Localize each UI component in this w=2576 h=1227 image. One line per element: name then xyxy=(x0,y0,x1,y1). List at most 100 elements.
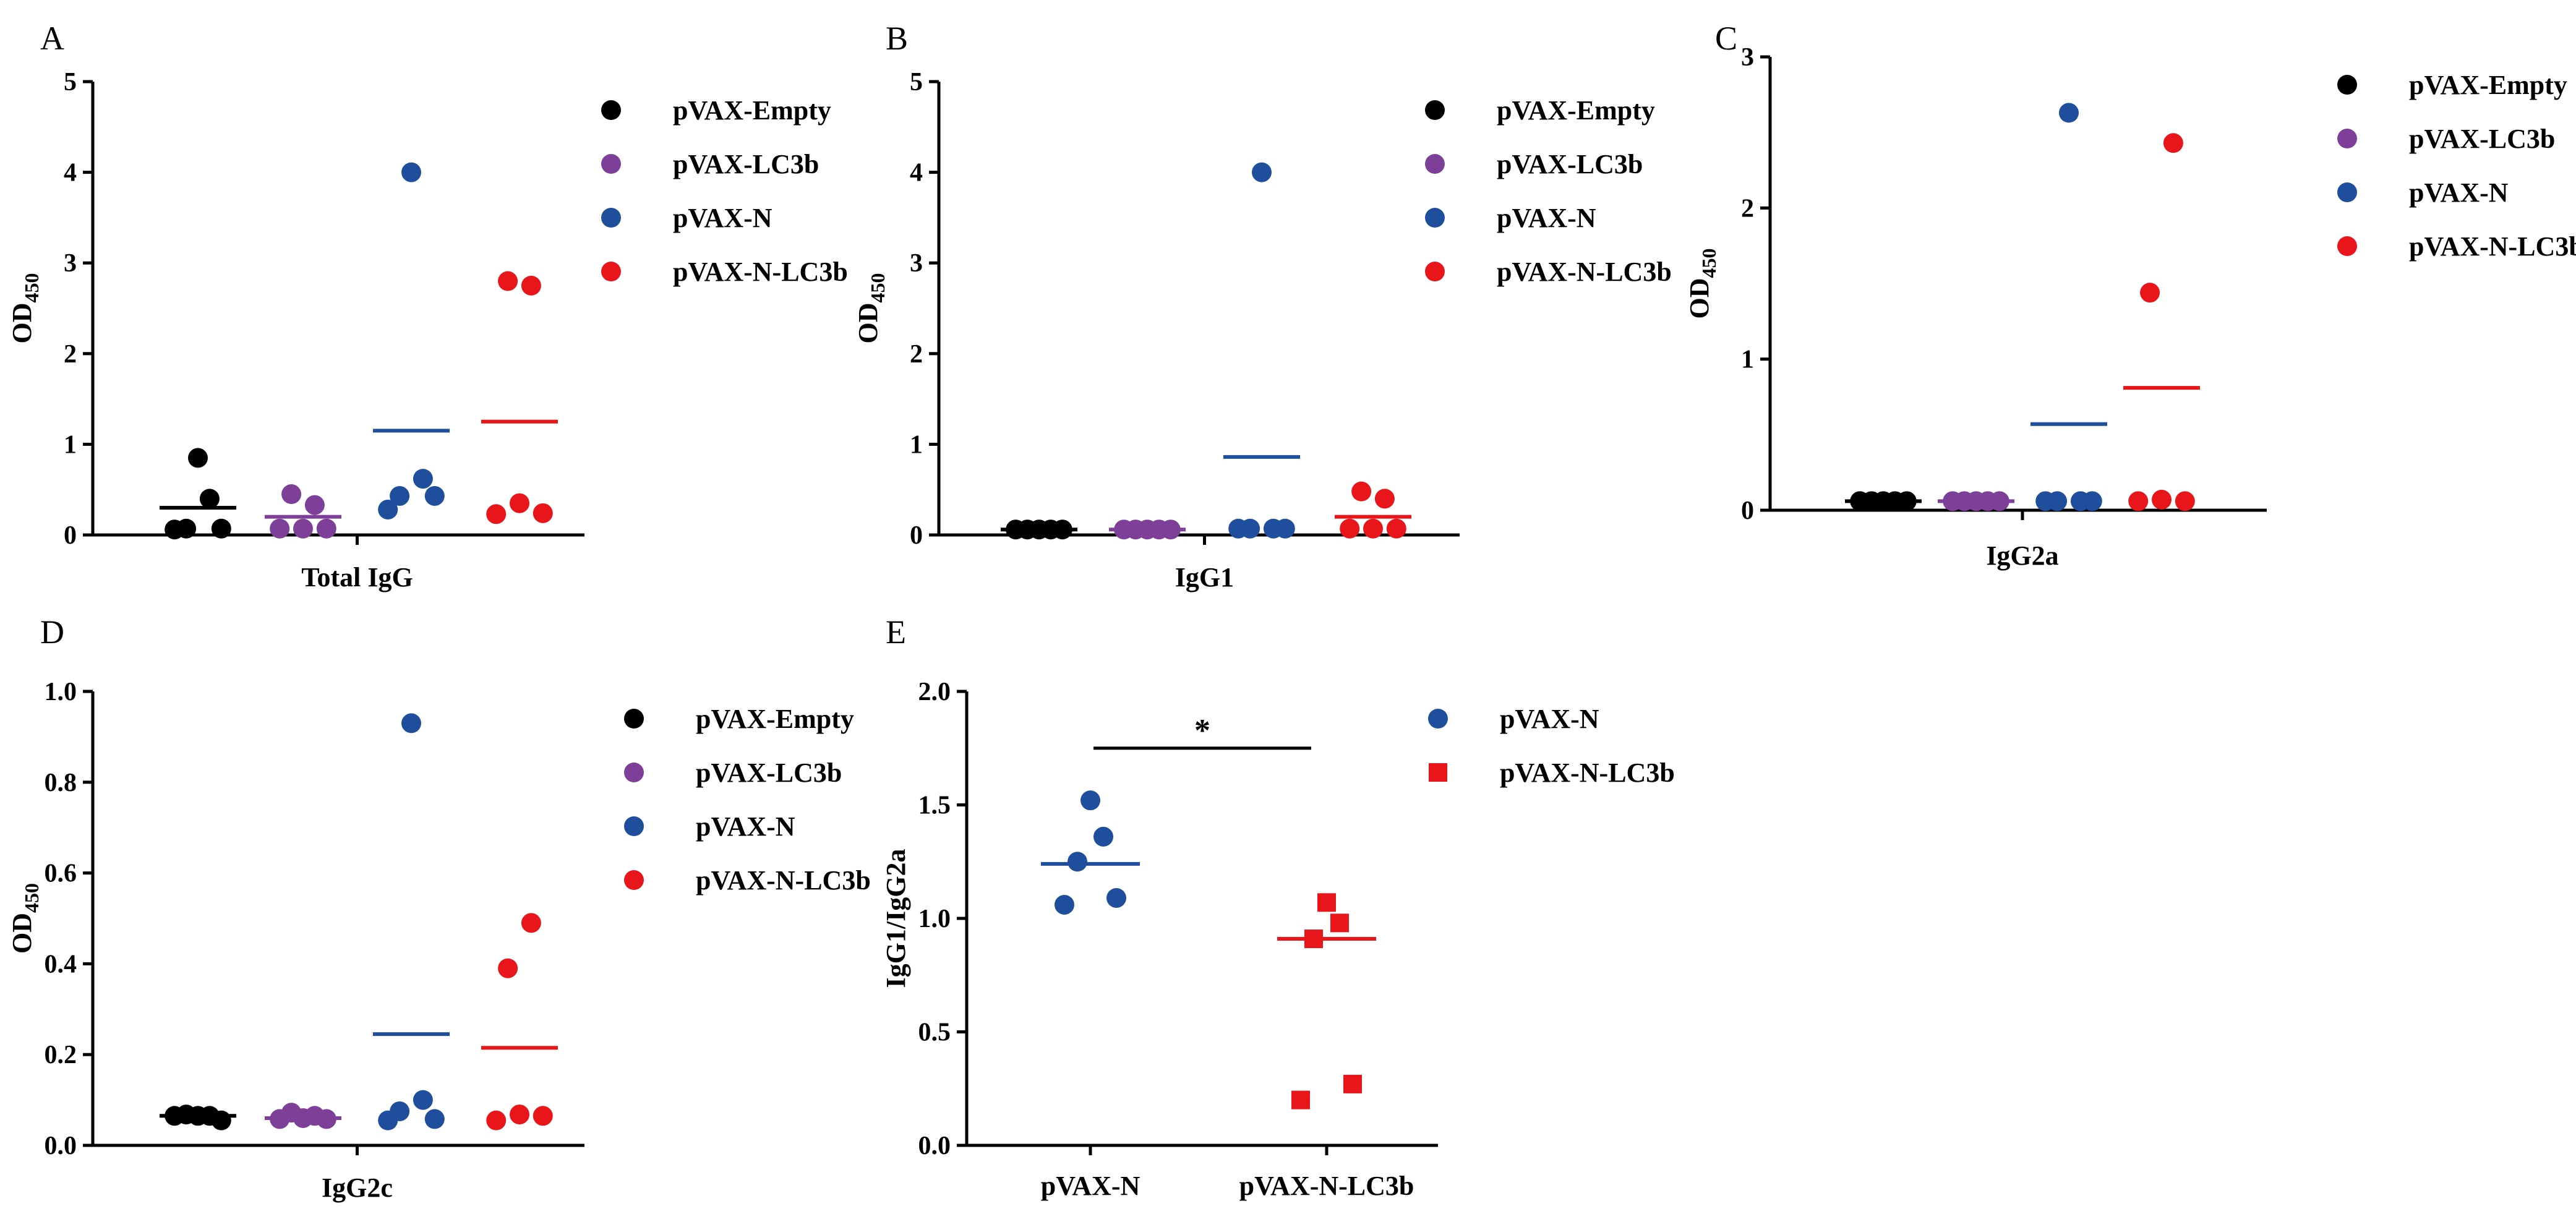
series-pvax-lc3b xyxy=(265,484,341,539)
data-point xyxy=(1240,518,1260,539)
y-tick-label: 2.0 xyxy=(918,678,951,706)
legend-marker xyxy=(1425,262,1445,281)
data-point xyxy=(188,448,208,468)
data-point xyxy=(1317,893,1336,912)
legend-marker xyxy=(1425,100,1445,120)
series-pvax-n-lc3b xyxy=(1335,481,1411,539)
y-axis-label-main: OD xyxy=(7,303,37,344)
data-point xyxy=(1343,1074,1362,1093)
panel-letter: A xyxy=(40,20,64,57)
y-axis-label-main: OD xyxy=(7,913,37,954)
y-axis-label-main: OD xyxy=(853,303,883,344)
y-tick-label: 0.8 xyxy=(45,769,77,797)
legend: pVAX-Empty pVAX-LC3b pVAX-N pVAX-N-LC3b xyxy=(1425,95,1672,287)
data-point xyxy=(1374,489,1395,509)
data-point xyxy=(1340,518,1360,539)
significance-star: * xyxy=(1194,713,1210,748)
x-axis-label: IgG1 xyxy=(1175,562,1234,592)
series-pvax-empty xyxy=(160,1105,236,1131)
y-tick-label: 1 xyxy=(910,430,923,459)
panel-letter: D xyxy=(40,614,64,651)
data-point xyxy=(199,489,220,509)
y-axis-label: IgG1/IgG2a xyxy=(881,849,911,988)
panel-b: B012345OD450IgG1pVAX-EmptypVAX-LC3bpVAX-… xyxy=(853,20,1672,592)
y-tick-label: 1.0 xyxy=(918,905,951,933)
data-point xyxy=(2163,133,2183,153)
x-axis-label: Total IgG xyxy=(301,562,413,592)
y-tick-label: 0.0 xyxy=(45,1132,77,1160)
y-axis-label-subscript: 450 xyxy=(20,883,43,913)
data-point xyxy=(486,504,507,524)
y-axis-label-main: OD xyxy=(1684,278,1714,319)
data-point xyxy=(1386,518,1406,539)
y-tick-label: 2 xyxy=(910,340,923,369)
legend-label: pVAX-N-LC3b xyxy=(1497,257,1672,287)
legend-marker xyxy=(624,763,644,782)
y-tick-label: 3 xyxy=(1741,43,1754,72)
legend-label: pVAX-N-LC3b xyxy=(673,257,848,287)
legend-label: pVAX-N xyxy=(1497,203,1596,233)
y-axis-label-subscript: 450 xyxy=(867,273,889,303)
legend-label: pVAX-Empty xyxy=(696,704,854,734)
data-point xyxy=(2140,283,2160,303)
data-point xyxy=(1363,518,1383,539)
legend-marker xyxy=(601,100,621,120)
legend-label: pVAX-LC3b xyxy=(1497,149,1643,179)
data-point xyxy=(390,1101,410,1121)
y-axis-label-main: IgG1/IgG2a xyxy=(881,849,911,988)
legend-label: pVAX-N-LC3b xyxy=(2409,231,2576,262)
y-axis-label: OD450 xyxy=(7,273,43,344)
y-tick-label: 0 xyxy=(64,521,77,550)
data-point xyxy=(533,503,553,523)
data-point xyxy=(1106,887,1126,908)
data-point xyxy=(486,1110,507,1131)
panel-c: C 0 1 2 3 OD450 IgG2a pVAX-Empty pVAX-LC3b pVAX-N… xyxy=(1684,20,2576,571)
y-tick-label: 1.5 xyxy=(918,792,951,820)
legend-marker xyxy=(1425,154,1445,174)
series-pvax-n xyxy=(1223,162,1300,539)
data-point xyxy=(1275,518,1295,539)
legend-label: pVAX-N-LC3b xyxy=(696,865,871,896)
data-point xyxy=(2175,491,2195,511)
series-pvax-empty xyxy=(1845,491,1922,511)
legend-marker xyxy=(624,870,644,890)
legend-marker xyxy=(601,208,621,228)
series-pvax-n-lc3b xyxy=(481,913,558,1131)
y-axis-label-subscript: 450 xyxy=(20,273,43,303)
legend-marker xyxy=(2337,75,2357,95)
data-point xyxy=(211,518,231,539)
legend-marker xyxy=(1428,709,1448,729)
legend-marker xyxy=(2337,182,2357,202)
data-point xyxy=(510,493,529,513)
data-point xyxy=(2059,103,2079,123)
data-point xyxy=(498,958,518,978)
data-point xyxy=(413,1090,433,1110)
data-point xyxy=(424,485,445,506)
y-tick-label: 1.0 xyxy=(45,678,77,706)
data-point xyxy=(281,484,302,505)
series-pvax-n xyxy=(1041,790,1140,915)
data-point xyxy=(510,1105,529,1125)
legend-marker xyxy=(2337,129,2357,148)
panel-d: D0.00.20.40.60.81.0OD450IgG2cpVAX-Emptyp… xyxy=(7,614,871,1203)
y-tick-label: 2 xyxy=(1741,194,1754,223)
legend: pVAX-Empty pVAX-LC3b pVAX-N pVAX-N-LC3b xyxy=(601,95,848,287)
legend-marker xyxy=(624,709,644,729)
legend-label: pVAX-N-LC3b xyxy=(1500,758,1675,788)
x-tick-label: pVAX-N-LC3b xyxy=(1239,1171,1414,1201)
data-point xyxy=(2082,491,2102,511)
data-point xyxy=(2152,489,2172,510)
data-point xyxy=(293,518,313,539)
y-tick-label: 0.6 xyxy=(45,860,77,888)
data-point xyxy=(316,518,336,539)
series-pvax-lc3b xyxy=(1109,519,1186,540)
y-tick-label: 0.5 xyxy=(918,1019,951,1047)
series-pvax-lc3b xyxy=(1938,491,2014,511)
data-point xyxy=(521,275,541,296)
legend-marker xyxy=(1425,208,1445,228)
series-pvax-n xyxy=(2030,103,2107,511)
y-tick-label: 0 xyxy=(910,521,923,550)
data-point xyxy=(211,1110,231,1131)
series-pvax-empty xyxy=(1001,519,1077,540)
